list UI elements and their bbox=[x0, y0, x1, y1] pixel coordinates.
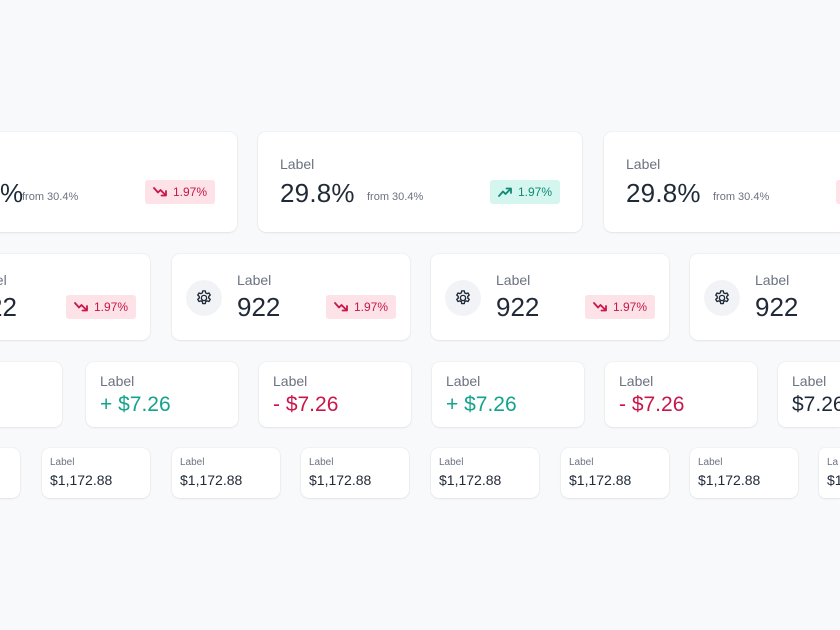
stat-comparison: from 30.4% bbox=[713, 191, 770, 203]
stat-label: La bbox=[827, 457, 839, 468]
stat-value: $1 bbox=[827, 472, 840, 488]
stat-value: 29.8% bbox=[626, 178, 701, 208]
mini-stat-card: Label $1,172.88 bbox=[690, 448, 798, 498]
stat-card-large: Label 29.8% from 30.4% 1.97% bbox=[258, 132, 582, 232]
change-value: 1.97% bbox=[172, 185, 207, 199]
stat-label: Label bbox=[309, 457, 334, 468]
trend-down-icon bbox=[334, 302, 348, 312]
trend-down-icon bbox=[153, 187, 167, 197]
stat-label: Label bbox=[569, 457, 594, 468]
change-badge-down: 1.97% bbox=[325, 295, 396, 319]
stat-value: % bbox=[0, 178, 24, 208]
change-value: 1.97% bbox=[517, 185, 552, 199]
stat-label: Label bbox=[496, 272, 531, 288]
delta-value: $7.26 bbox=[792, 393, 840, 416]
stat-label: Label bbox=[755, 272, 790, 288]
stat-card-large: Label 29.8% from 30.4% bbox=[604, 132, 840, 232]
delta-card: Label + $7.26 bbox=[432, 362, 584, 427]
change-value: 1.97% bbox=[93, 300, 128, 314]
stat-label: Label bbox=[237, 272, 272, 288]
stat-label: Label bbox=[100, 373, 135, 389]
change-value: 1.97% bbox=[353, 300, 388, 314]
stat-value: $1,172.88 bbox=[439, 472, 502, 488]
trend-down-icon bbox=[74, 302, 88, 312]
gear-icon bbox=[704, 280, 740, 316]
delta-card: Label - $7.26 bbox=[259, 362, 411, 427]
mini-stat-card: Label $1,172.88 bbox=[301, 448, 409, 498]
mini-stat-card: Label $1,172.88 bbox=[561, 448, 669, 498]
stat-label: Label bbox=[180, 457, 205, 468]
mini-stat-card: Label $1,172.88 bbox=[172, 448, 280, 498]
mini-stat-card: La $1 bbox=[819, 448, 840, 498]
mini-stat-card: Label $1,172.88 bbox=[431, 448, 539, 498]
change-badge-up: 1.97% bbox=[489, 180, 560, 204]
stat-comparison: from 30.4% bbox=[367, 191, 424, 203]
stat-value: 922 bbox=[496, 292, 540, 322]
stat-card-icon: Label 922 bbox=[690, 254, 840, 340]
delta-card bbox=[0, 362, 62, 427]
stat-value: $1,172.88 bbox=[50, 472, 113, 488]
change-value: 1.97% bbox=[612, 300, 647, 314]
stat-label: bel bbox=[0, 272, 7, 288]
stat-card-icon: Label 922 1.97% bbox=[172, 254, 410, 340]
gear-icon bbox=[186, 280, 222, 316]
stat-card-large: % from 30.4% 1.97% bbox=[0, 132, 237, 232]
stat-label: Label bbox=[439, 457, 464, 468]
delta-card: Label - $7.26 bbox=[605, 362, 757, 427]
stat-value: 922 bbox=[237, 292, 281, 322]
stat-label: Label bbox=[626, 156, 661, 172]
stat-value: 29.8% bbox=[280, 178, 355, 208]
delta-value-negative: - $7.26 bbox=[619, 393, 685, 416]
delta-card: Label $7.26 bbox=[778, 362, 840, 427]
stat-label: Label bbox=[446, 373, 481, 389]
change-badge-down: 1.97% bbox=[65, 295, 136, 319]
trend-up-icon bbox=[498, 187, 512, 197]
stat-label: Label bbox=[273, 373, 308, 389]
delta-value-negative: - $7.26 bbox=[273, 393, 339, 416]
change-badge-down bbox=[836, 180, 840, 204]
mini-stat-card bbox=[0, 448, 20, 498]
stat-label: Label bbox=[792, 373, 827, 389]
mini-stat-card: Label $1,172.88 bbox=[42, 448, 150, 498]
stat-value: 922 bbox=[755, 292, 799, 322]
delta-value-positive: + $7.26 bbox=[100, 393, 171, 416]
stat-card-icon: bel 22 1.97% bbox=[0, 254, 150, 340]
stat-value: $1,172.88 bbox=[569, 472, 632, 488]
stat-label: Label bbox=[50, 457, 75, 468]
stat-value: $1,172.88 bbox=[309, 472, 372, 488]
delta-card: Label + $7.26 bbox=[86, 362, 238, 427]
stat-card-icon: Label 922 1.97% bbox=[431, 254, 669, 340]
stat-value: 22 bbox=[0, 292, 17, 322]
gear-icon bbox=[445, 280, 481, 316]
stat-value: $1,172.88 bbox=[180, 472, 243, 488]
stat-label: Label bbox=[619, 373, 654, 389]
stat-label: Label bbox=[698, 457, 723, 468]
change-badge-down: 1.97% bbox=[144, 180, 215, 204]
delta-value-positive: + $7.26 bbox=[446, 393, 517, 416]
trend-down-icon bbox=[593, 302, 607, 312]
change-badge-down: 1.97% bbox=[584, 295, 655, 319]
stat-value: $1,172.88 bbox=[698, 472, 761, 488]
stat-comparison: from 30.4% bbox=[22, 191, 79, 203]
stat-label: Label bbox=[280, 156, 315, 172]
